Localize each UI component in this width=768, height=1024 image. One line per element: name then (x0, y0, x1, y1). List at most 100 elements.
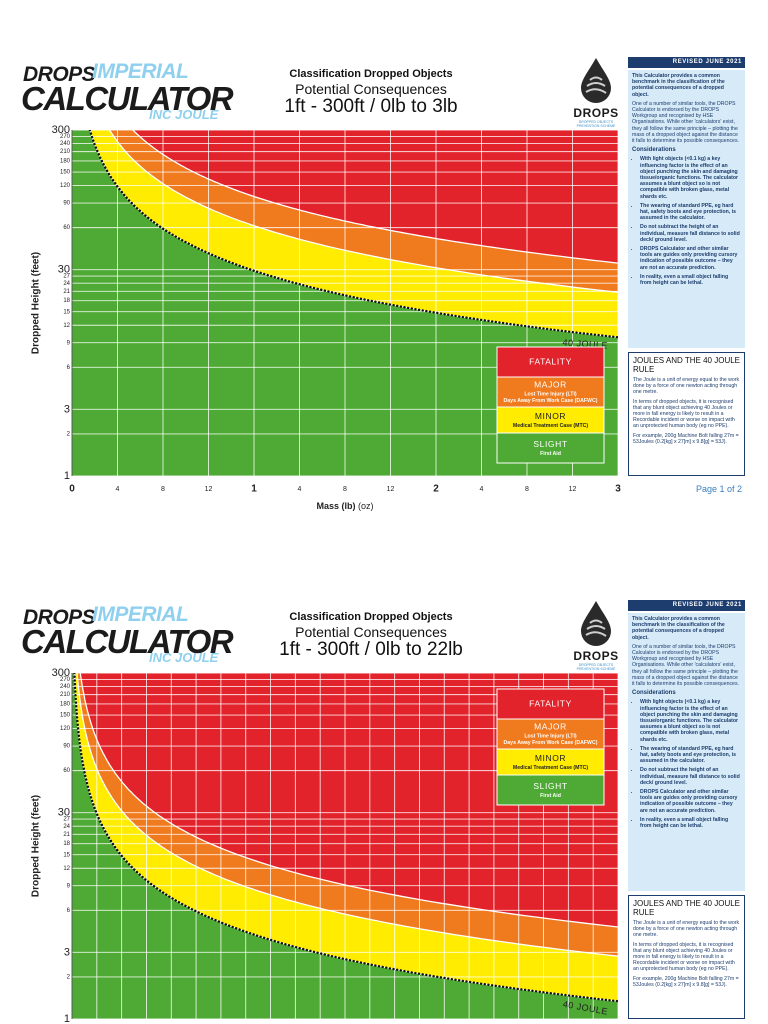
y-tick-label: 240 (60, 141, 71, 147)
revised-bar: REVISED JUNE 2021 (628, 57, 745, 68)
y-tick-label: 6 (67, 908, 71, 914)
rule-paragraph: The Joule is a unit of energy equal to t… (633, 920, 740, 939)
y-axis-label: Dropped Height (feet) (31, 252, 42, 354)
legend-swatch (496, 774, 605, 806)
y-tick-label: 150 (60, 170, 71, 176)
x-tick-label: 8 (525, 486, 529, 493)
rule-title: JOULES AND THE 40 JOULE RULE (633, 899, 740, 917)
y-tick-label: 270 (60, 134, 71, 140)
brand-tagline: DROPPED OBJECTS PREVENTION SCHEME (576, 120, 616, 128)
revised-bar: REVISED JUNE 2021 (628, 600, 745, 611)
y-tick-label: 24 (63, 824, 70, 830)
rule-title: JOULES AND THE 40 JOULE RULE (633, 356, 740, 374)
legend-label: SLIGHT (533, 439, 567, 449)
legend-swatch (496, 748, 605, 776)
logo-imperial: IMPERIAL (92, 603, 189, 626)
y-tick-label: 30 (58, 807, 70, 819)
logo-calculator: CALCULATOR (21, 80, 234, 117)
x-axis-label: Mass (lb) (oz) (316, 501, 373, 511)
drop-swirl (585, 619, 607, 637)
consideration: With light objects (<0.1 kg) a key influ… (640, 699, 741, 742)
y-axis-label: Dropped Height (feet) (31, 795, 42, 897)
y-tick-label: 27 (63, 274, 70, 280)
y-tick-label: 120 (60, 726, 71, 732)
y-tick-label: 21 (63, 289, 70, 295)
legend-swatch (496, 376, 605, 408)
header-title: 1ft - 300ft / 0lb to 22lb (279, 639, 463, 660)
x-tick-label: 4 (298, 486, 302, 493)
sidebar-box: This Calculator provides a common benchm… (628, 613, 745, 891)
y-tick-label: 1 (64, 470, 70, 482)
logo-drops: DROPS (23, 606, 96, 629)
legend-sub-label: First Aid (540, 793, 561, 799)
sidebar-box: This Calculator provides a common benchm… (628, 70, 745, 348)
legend-label: MINOR (535, 411, 566, 421)
y-tick-label: 2 (67, 975, 71, 981)
plot (72, 130, 618, 476)
x-tick-label: 1 (251, 484, 257, 495)
y-tick-label: 180 (60, 702, 71, 708)
y-tick-label: 210 (60, 149, 71, 155)
logo-calculator: CALCULATOR (21, 623, 234, 660)
y-tick-label: 9 (67, 883, 71, 889)
y-tick-label: 90 (63, 744, 70, 750)
y-tick-label: 180 (60, 159, 71, 165)
legend-sub-label: Lost Time Injury (LTI) (524, 391, 577, 397)
y-tick-label: 18 (63, 841, 70, 847)
y-tick-label: 120 (60, 183, 71, 189)
y-tick-label: 240 (60, 684, 71, 690)
logo-inc-joule: INC JOULE (149, 650, 219, 665)
header-kicker: Classification Dropped Objects (289, 68, 453, 80)
consideration: Do not subtract the height of an individ… (640, 224, 741, 243)
sidebar-intro: This Calculator provides a common benchm… (632, 73, 725, 98)
x-tick-label: 8 (343, 486, 347, 493)
y-tick-label: 18 (63, 298, 70, 304)
legend-sub-label: Days Away From Work Case (DAFWC) (504, 398, 598, 404)
y-tick-label: 21 (63, 832, 70, 838)
sidebar-body: One of a number of similar tools, the DR… (632, 100, 739, 145)
sidebar-intro: This Calculator provides a common benchm… (632, 616, 725, 641)
y-tick-label: 9 (67, 340, 71, 346)
y-tick-label: 300 (52, 124, 70, 136)
consideration: In reality, even a small object falling … (640, 817, 741, 829)
legend-swatch (496, 688, 605, 720)
y-tick-label: 90 (63, 201, 70, 207)
rule-paragraph: In terms of dropped objects, it is recog… (633, 398, 735, 430)
x-tick-label: 12 (387, 486, 395, 493)
y-tick-label: 12 (63, 866, 70, 872)
header-subtitle: Potential Consequences (295, 81, 447, 97)
y-tick-label: 24 (63, 281, 70, 287)
rule-paragraph: For example, 200g Machine Bolt falling 2… (633, 432, 739, 445)
page-label: Page 1 of 2 (695, 484, 742, 494)
y-tick-label: 150 (60, 713, 71, 719)
consideration: With light objects (<0.1 kg) a key influ… (640, 156, 741, 199)
legend-swatch (496, 406, 605, 434)
brand-tagline: DROPPED OBJECTS PREVENTION SCHEME (576, 663, 616, 671)
y-tick-label: 2 (67, 432, 71, 438)
x-tick-label: 0 (69, 484, 75, 495)
brand-drop (581, 58, 611, 103)
y-tick-label: 6 (67, 365, 71, 371)
zone (79, 673, 618, 928)
consideration: In reality, even a small object falling … (640, 274, 741, 286)
drop-swirl (585, 76, 607, 94)
rule-paragraph: In terms of dropped objects, it is recog… (633, 941, 735, 973)
consideration: DROPS Calculator and other similar tools… (640, 789, 741, 814)
legend-swatch (496, 432, 605, 464)
y-tick-label: 210 (60, 692, 71, 698)
consideration: Do not subtract the height of an individ… (640, 767, 741, 786)
y-tick-label: 3 (64, 403, 70, 415)
y-tick-label: 27 (63, 817, 70, 823)
chart: 40 JOULE12369121518212427306090120150180… (31, 124, 622, 511)
brand-name: DROPS (573, 649, 619, 663)
brand-drop (581, 601, 611, 646)
consideration: The wearing of standard PPE, eg hard hat… (640, 746, 741, 765)
rule-box: JOULES AND THE 40 JOULE RULE The Joule is… (628, 895, 745, 1019)
y-tick-label: 15 (63, 852, 70, 858)
y-tick-label: 1 (64, 1013, 70, 1024)
x-tick-label: 8 (161, 486, 165, 493)
x-tick-label: 4 (116, 486, 120, 493)
x-tick-label: 2 (433, 484, 439, 495)
legend-sub-label: Medical Treatment Case (MTC) (513, 423, 589, 429)
